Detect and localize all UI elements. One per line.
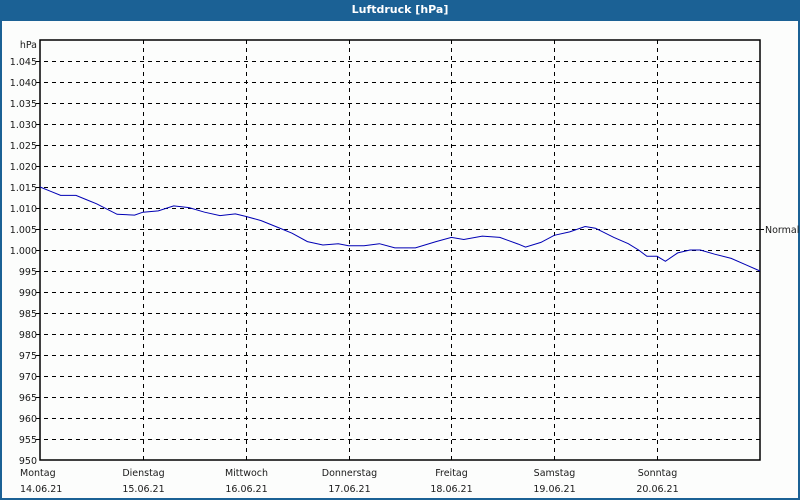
y-tick-label: 995 — [19, 267, 37, 278]
y-tick-label: 955 — [19, 435, 37, 446]
y-tick-label: 1.015 — [10, 183, 37, 194]
x-tick-day: Mittwoch — [225, 468, 268, 479]
normal-reference: Normal — [760, 225, 799, 236]
x-tick-date: 15.06.21 — [122, 484, 164, 495]
y-tick-label: 1.035 — [10, 99, 37, 110]
grid-lines — [36, 40, 760, 464]
y-tick-label: 990 — [19, 288, 37, 299]
x-tick-date: 17.06.21 — [328, 484, 370, 495]
y-tick-label: 980 — [19, 330, 37, 341]
x-tick-date: 20.06.21 — [636, 484, 678, 495]
x-tick-day: Donnerstag — [322, 468, 377, 479]
x-tick-day: Sonntag — [638, 468, 677, 479]
x-tick-day: Dienstag — [122, 468, 164, 479]
x-axis: Montag 14.06.21 Dienstag 15.06.21 Mittwoch 16… — [20, 468, 679, 495]
y-tick-label: 1.020 — [10, 162, 37, 173]
y-tick-label: 1.010 — [10, 204, 37, 215]
y-tick-label: 1.000 — [10, 246, 37, 257]
y-tick-label: 970 — [19, 372, 37, 383]
plot-frame — [39, 39, 761, 461]
y-tick-label: 1.005 — [10, 225, 37, 236]
y-tick-label: 985 — [19, 309, 37, 320]
chart-title: Luftdruck [hPa] — [0, 0, 800, 21]
x-tick-date: 19.06.21 — [533, 484, 575, 495]
y-tick-label: 950 — [19, 456, 37, 467]
y-tick-label: 975 — [19, 351, 37, 362]
y-axis: 950 955 960 965 970 975 980 985 990 995 1.000 1.005… — [10, 40, 37, 467]
y-tick-label: 965 — [19, 393, 37, 404]
x-tick-day: Montag — [20, 468, 56, 479]
x-tick-date: 18.06.21 — [430, 484, 472, 495]
y-axis-unit: hPa — [20, 40, 37, 51]
y-tick-label: 960 — [19, 414, 37, 425]
y-tick-label: 1.040 — [10, 78, 37, 89]
y-tick-label: 1.030 — [10, 120, 37, 131]
y-tick-label: 1.045 — [10, 57, 37, 68]
pressure-line — [39, 186, 761, 272]
x-tick-day: Samstag — [534, 468, 576, 479]
x-tick-day: Freitag — [435, 468, 468, 479]
x-tick-date: 16.06.21 — [225, 484, 267, 495]
normal-label: Normal — [765, 225, 799, 236]
x-tick-date: 14.06.21 — [20, 484, 62, 495]
y-tick-label: 1.025 — [10, 141, 37, 152]
